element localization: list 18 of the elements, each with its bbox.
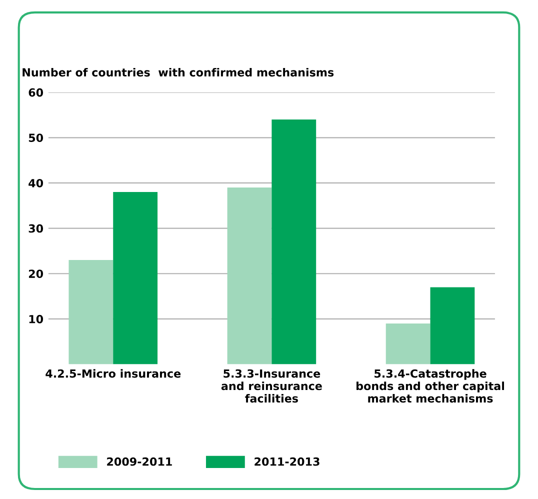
x-tick-label: 4.2.5-Micro insurance	[46, 369, 181, 378]
bar	[113, 192, 158, 364]
bar	[227, 188, 272, 364]
bar	[386, 323, 430, 364]
y-axis-title: Number of countries with confirmed mechanisms	[22, 68, 334, 77]
y-tick-label: 30	[28, 224, 44, 233]
bar	[430, 287, 475, 364]
y-tick-label: 10	[29, 314, 44, 324]
y-tick-label: 50	[28, 134, 44, 142]
x-tick-label: 5.3.3-Insurance and reinsurance facilities	[221, 369, 322, 403]
bar	[272, 120, 316, 364]
x-tick-label: 5.3.4-Catastrophe bonds and other capital market mechanisms	[356, 369, 504, 403]
y-tick-label: 40	[28, 178, 44, 188]
y-tick-label: 20	[28, 270, 44, 278]
legend-label: 2011-2013	[254, 457, 320, 466]
y-tick-label: 60	[28, 88, 44, 97]
legend-label: 2009-2011	[107, 457, 172, 466]
bar	[68, 260, 114, 364]
